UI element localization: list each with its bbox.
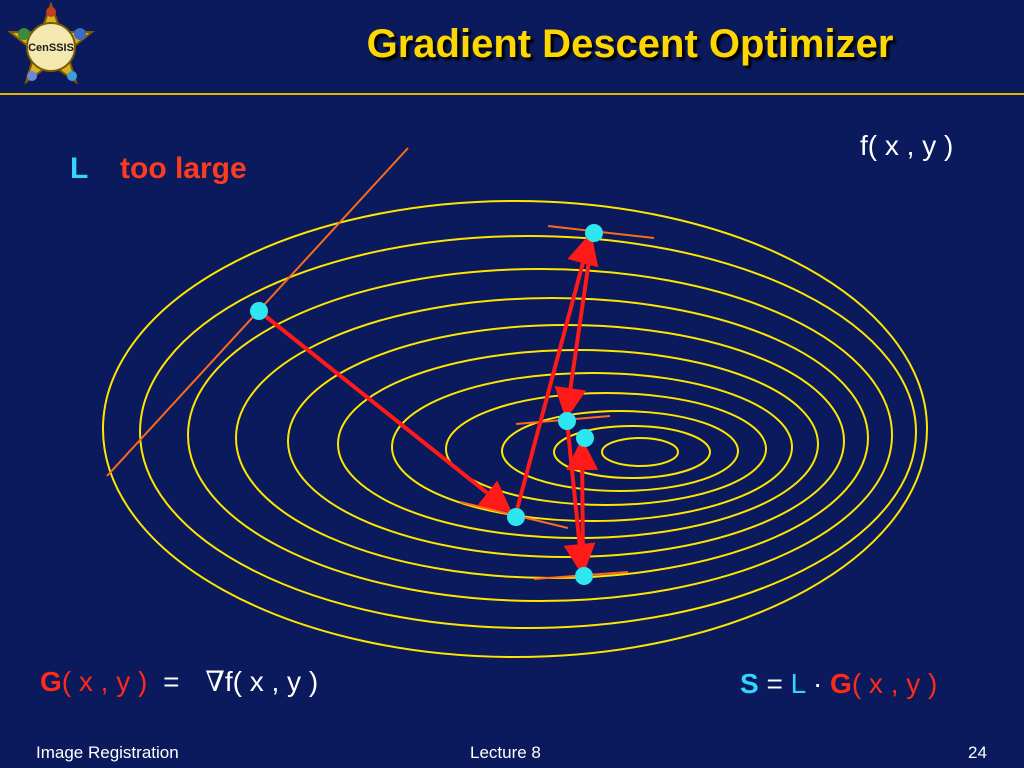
iterate-point <box>575 567 593 585</box>
iterate-points <box>250 224 603 585</box>
logo-dot-icon <box>18 28 30 40</box>
logo-dot-icon <box>46 7 56 17</box>
function-label: f( x , y ) <box>860 130 954 161</box>
footer-page-number: 24 <box>968 743 987 762</box>
logo-dot-icon <box>27 71 37 81</box>
contour-ellipse <box>287 324 845 558</box>
iterate-point <box>250 302 268 320</box>
step-size-symbol: L <box>70 152 89 185</box>
step-g-symbol: G <box>830 668 852 699</box>
footer-lecture: Lecture 8 <box>470 743 541 762</box>
contour-ellipse <box>553 425 711 479</box>
step-size-description: too large <box>120 152 247 185</box>
contour-ellipse <box>445 392 767 506</box>
contour-ellipse <box>235 297 869 579</box>
contour-ellipse <box>139 235 917 629</box>
iterate-point <box>576 429 594 447</box>
step-args: ( x , y ) <box>851 668 938 699</box>
contour-lines <box>102 200 928 658</box>
gradient-equals: = <box>163 666 180 697</box>
nabla-symbol: ∇ <box>205 665 225 698</box>
descent-arrows <box>257 232 599 576</box>
gradient-args: ( x , y ) <box>61 666 148 697</box>
step-symbol: S <box>740 668 759 699</box>
step-formula: S = L · G( x , y ) <box>740 668 937 700</box>
iterate-point <box>507 508 525 526</box>
gradient-formula: G( x , y ) = ∇f( x , y ) <box>40 665 318 698</box>
contour-ellipse <box>601 437 679 467</box>
descent-arrow <box>566 438 599 571</box>
iterate-point <box>585 224 603 242</box>
gradient-symbol: G <box>40 666 62 697</box>
logo-dot-icon <box>74 28 86 40</box>
logo-dot-icon <box>67 71 77 81</box>
logo-text: CenSSIS <box>28 42 74 54</box>
gradient-rhs: f( x , y ) <box>224 666 319 697</box>
footer-course: Image Registration <box>36 743 179 762</box>
descent-arrow <box>554 232 595 420</box>
contour-ellipse <box>187 268 893 602</box>
slide-title: Gradient Descent Optimizer <box>366 22 894 66</box>
step-dot: · <box>812 668 823 699</box>
step-equals: = <box>766 668 783 699</box>
descent-arrow <box>257 309 513 513</box>
contour-ellipse <box>102 200 928 658</box>
contour-ellipse <box>501 410 739 492</box>
iterate-point <box>558 412 576 430</box>
logo-ring <box>26 22 76 72</box>
step-factor: L <box>790 668 806 699</box>
contour-ellipse <box>391 372 793 522</box>
descent-arrow <box>513 232 599 518</box>
censsis-logo: CenSSIS <box>7 2 95 85</box>
title-rule <box>0 93 1024 95</box>
